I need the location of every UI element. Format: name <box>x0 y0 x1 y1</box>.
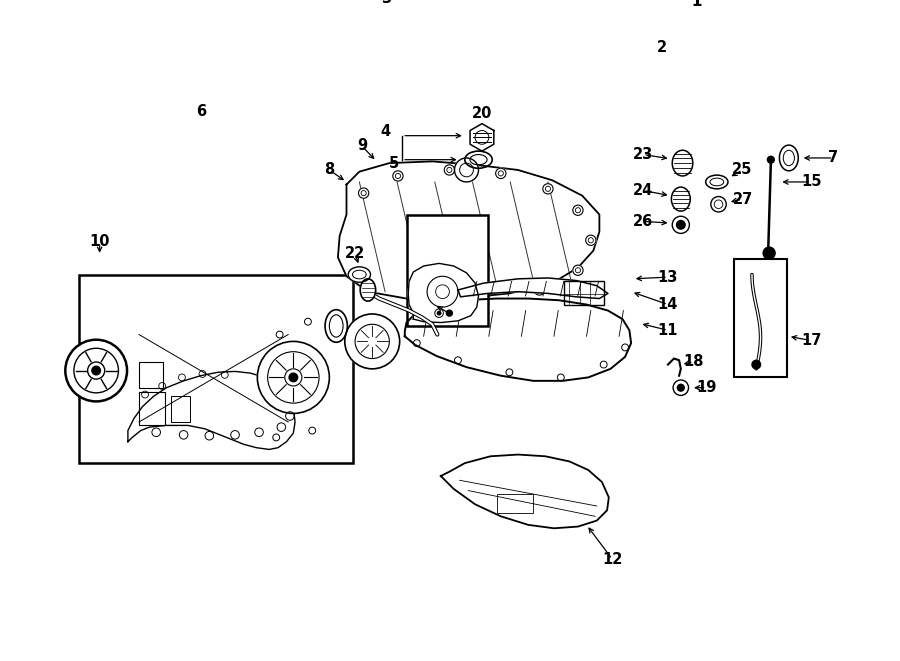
Circle shape <box>535 285 544 295</box>
Bar <box>564 280 604 305</box>
Text: 2: 2 <box>657 40 667 55</box>
Ellipse shape <box>779 145 798 171</box>
Circle shape <box>711 196 726 212</box>
Circle shape <box>768 156 774 163</box>
Text: 24: 24 <box>633 183 653 198</box>
Text: 25: 25 <box>733 163 752 177</box>
Text: 14: 14 <box>658 297 678 312</box>
Polygon shape <box>128 371 295 449</box>
Circle shape <box>289 373 298 381</box>
Bar <box>407 215 488 326</box>
Bar <box>139 362 163 388</box>
Circle shape <box>572 265 583 276</box>
Text: 10: 10 <box>89 235 110 249</box>
Circle shape <box>92 366 101 375</box>
Polygon shape <box>409 263 479 323</box>
Text: 6: 6 <box>195 104 206 119</box>
Text: 1: 1 <box>691 0 701 9</box>
Text: 21: 21 <box>444 308 464 323</box>
Text: 3: 3 <box>381 0 391 6</box>
Circle shape <box>479 292 489 302</box>
Bar <box>79 274 354 463</box>
Polygon shape <box>458 278 608 299</box>
Circle shape <box>66 340 127 401</box>
Circle shape <box>673 380 689 395</box>
Text: 17: 17 <box>801 333 822 348</box>
Text: 20: 20 <box>472 106 492 121</box>
Bar <box>498 494 534 513</box>
Circle shape <box>365 287 375 297</box>
Ellipse shape <box>348 267 371 282</box>
Circle shape <box>752 360 760 369</box>
Text: 9: 9 <box>357 138 367 153</box>
Circle shape <box>358 188 369 198</box>
Text: 11: 11 <box>658 323 679 338</box>
Bar <box>171 397 190 422</box>
Circle shape <box>763 247 775 259</box>
Text: 1: 1 <box>691 0 701 9</box>
Circle shape <box>257 342 329 413</box>
Polygon shape <box>405 299 631 381</box>
Text: 8: 8 <box>324 163 335 177</box>
Polygon shape <box>470 124 494 151</box>
Text: 22: 22 <box>345 247 365 262</box>
Text: 26: 26 <box>633 214 653 229</box>
Circle shape <box>678 384 684 391</box>
Text: 18: 18 <box>683 354 704 369</box>
Ellipse shape <box>325 310 347 342</box>
Text: 5: 5 <box>389 157 399 171</box>
Circle shape <box>345 314 400 369</box>
Text: 12: 12 <box>602 552 623 566</box>
Polygon shape <box>338 161 599 299</box>
Ellipse shape <box>609 34 635 55</box>
Circle shape <box>672 216 689 233</box>
Bar <box>734 259 788 377</box>
Ellipse shape <box>360 279 375 301</box>
Text: 4: 4 <box>380 124 390 139</box>
Text: 7: 7 <box>828 151 839 165</box>
Bar <box>139 392 165 424</box>
Circle shape <box>572 205 583 215</box>
Circle shape <box>586 235 596 245</box>
Ellipse shape <box>671 187 690 211</box>
Ellipse shape <box>672 150 693 176</box>
Circle shape <box>418 292 428 302</box>
Circle shape <box>437 311 441 315</box>
Circle shape <box>445 165 455 175</box>
Circle shape <box>677 221 685 229</box>
Text: 13: 13 <box>658 270 678 285</box>
Circle shape <box>392 171 403 181</box>
Text: 27: 27 <box>733 192 752 207</box>
Circle shape <box>454 158 479 182</box>
Circle shape <box>446 310 453 316</box>
Ellipse shape <box>706 175 728 189</box>
Text: 16: 16 <box>756 269 777 284</box>
Text: 15: 15 <box>801 175 822 190</box>
Polygon shape <box>441 455 608 528</box>
Circle shape <box>496 169 506 178</box>
Text: 23: 23 <box>633 147 653 162</box>
Circle shape <box>543 184 553 194</box>
Text: 19: 19 <box>697 380 716 395</box>
